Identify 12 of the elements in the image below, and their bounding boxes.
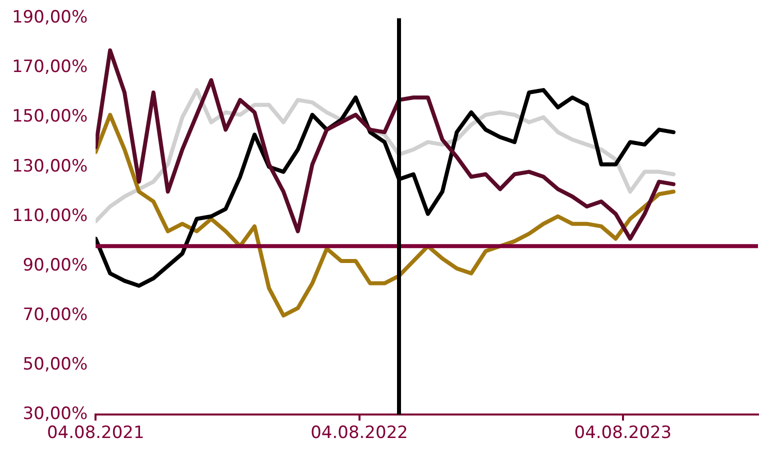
y-tick-label: 90,00% [22,255,88,276]
y-tick-label: 50,00% [22,354,88,374]
y-tick-label: 130,00% [12,156,88,176]
y-tick-label: 150,00% [12,106,88,127]
y-tick-label: 190,00% [12,8,88,28]
x-tick-label: 04.08.2023 [574,423,672,444]
y-tick-label: 170,00% [12,57,88,78]
y-tick-label: 70,00% [22,304,88,325]
y-tick-label: 110,00% [12,206,88,226]
x-tick-label: 04.08.2021 [46,423,144,444]
x-tick-label: 04.08.2022 [310,423,408,444]
y-tick-label: 30,00% [22,404,88,424]
